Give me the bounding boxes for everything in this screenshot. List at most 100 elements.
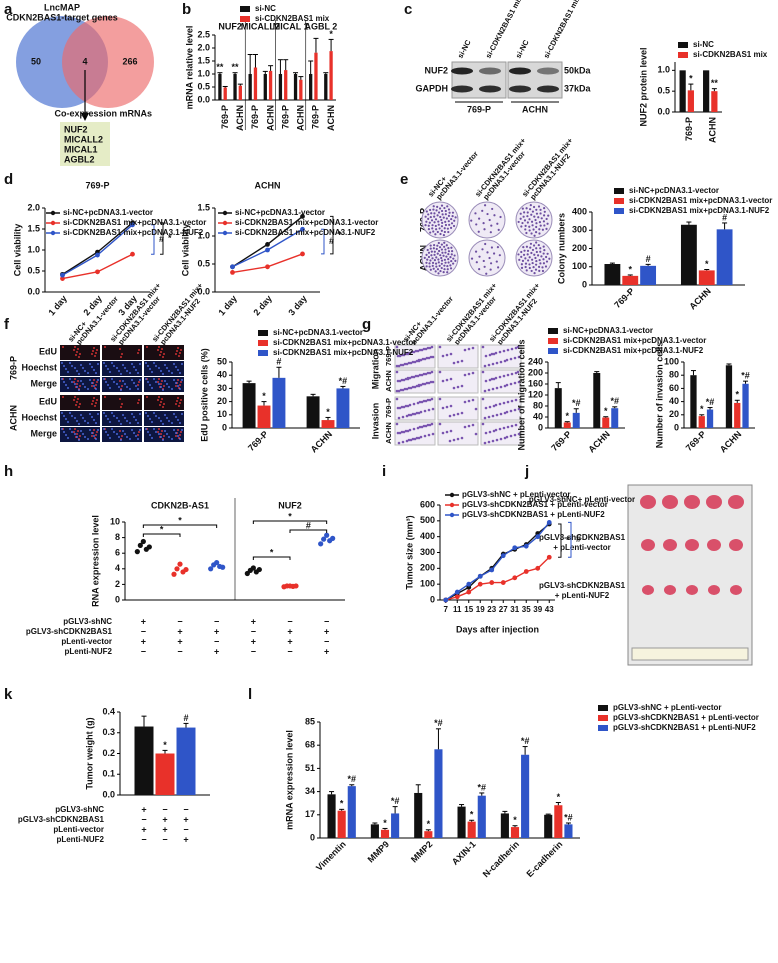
edu-cell <box>73 399 75 401</box>
edu-cell <box>93 347 95 349</box>
edu-cell <box>138 349 140 351</box>
tumor <box>664 585 676 595</box>
colony <box>492 252 496 255</box>
nucleus <box>65 418 67 420</box>
bar <box>329 51 333 100</box>
nucleus <box>145 362 147 364</box>
significance-label: ** <box>711 78 719 88</box>
cell <box>395 422 399 426</box>
y-tick-label: 1.0 <box>657 65 670 75</box>
cell <box>445 405 449 409</box>
cell <box>399 363 403 367</box>
edu-stain: Merge <box>30 428 57 438</box>
y-tick-label: 0 <box>582 279 587 289</box>
colony <box>548 257 551 260</box>
point <box>230 264 235 270</box>
nucleus <box>116 433 118 435</box>
nucleus <box>74 383 76 385</box>
edu-cell <box>160 401 162 403</box>
colony <box>475 223 478 226</box>
cell <box>492 404 496 408</box>
colony <box>526 253 529 256</box>
cell <box>502 426 506 430</box>
significance-label: * <box>604 406 608 416</box>
nucleus <box>179 422 181 424</box>
edu-cell <box>119 380 121 382</box>
nucleus <box>67 387 69 389</box>
bar <box>380 829 390 838</box>
colony <box>425 261 428 264</box>
tumor <box>640 495 656 509</box>
panel-label: h <box>4 463 13 480</box>
cell <box>517 355 521 359</box>
nucleus <box>120 439 122 441</box>
colony <box>523 219 527 222</box>
edu-stain: EdU <box>39 346 57 356</box>
colony <box>535 208 538 211</box>
colony <box>453 219 456 222</box>
condition-sign: + <box>183 814 188 824</box>
nucleus <box>76 386 78 388</box>
legend-label: si-CDKN2BAS1 mix+pcDNA3.1-NUF2 <box>235 228 376 237</box>
edu-cell <box>179 384 181 386</box>
cell <box>492 429 496 433</box>
panel-label: f <box>4 316 10 333</box>
edu-cell <box>75 404 77 406</box>
edu-cell <box>146 396 148 398</box>
x-axis-label: Days after injection <box>456 624 539 634</box>
nucleus <box>131 363 133 365</box>
cell <box>502 401 506 405</box>
colony <box>430 219 434 222</box>
micrograph <box>394 344 436 369</box>
cell <box>467 399 471 403</box>
legend-label: pGLV3-shCDKN2BAS1 + pLenti-NUF2 <box>462 510 605 519</box>
colony <box>525 207 528 210</box>
cell <box>409 361 413 365</box>
edu-cell <box>158 428 160 430</box>
colony <box>523 249 526 252</box>
colony <box>444 248 447 251</box>
y-tick-label: 10 <box>217 409 227 419</box>
colony <box>440 243 443 246</box>
point <box>466 589 472 595</box>
x-tick-label: 769-P <box>684 429 708 453</box>
micrograph <box>437 344 479 369</box>
nucleus <box>166 433 168 435</box>
group-title: NUF2 <box>278 500 302 510</box>
significance-label: ** <box>216 62 224 72</box>
cell <box>483 389 487 393</box>
tumor <box>663 539 677 551</box>
colony <box>440 266 443 270</box>
condition-sign: − <box>162 834 167 844</box>
blot-membrane <box>507 61 563 99</box>
edu-cell <box>177 347 179 349</box>
colony <box>523 211 526 214</box>
cell <box>403 362 407 366</box>
colony <box>434 224 437 228</box>
legend-marker <box>449 502 455 508</box>
nucleus <box>164 414 166 416</box>
colony <box>440 229 443 232</box>
cell <box>404 352 408 356</box>
cell <box>495 438 499 442</box>
cell <box>445 378 449 382</box>
colony <box>539 262 542 265</box>
y-tick-label: 0 <box>674 422 679 432</box>
colony <box>542 252 545 255</box>
significance-label: * <box>705 259 709 269</box>
colony <box>448 223 451 226</box>
edu-cell <box>94 405 96 407</box>
legend-swatch <box>614 198 624 204</box>
cell <box>427 381 431 385</box>
nucleus <box>126 370 128 372</box>
bar <box>500 813 509 838</box>
significance-label: * <box>340 799 344 809</box>
nucleus <box>107 434 109 436</box>
cell <box>499 437 503 441</box>
nucleus <box>153 412 155 414</box>
bar <box>554 388 562 428</box>
cell <box>397 389 401 393</box>
cell <box>494 403 498 407</box>
colony <box>437 249 441 253</box>
line <box>62 253 133 280</box>
